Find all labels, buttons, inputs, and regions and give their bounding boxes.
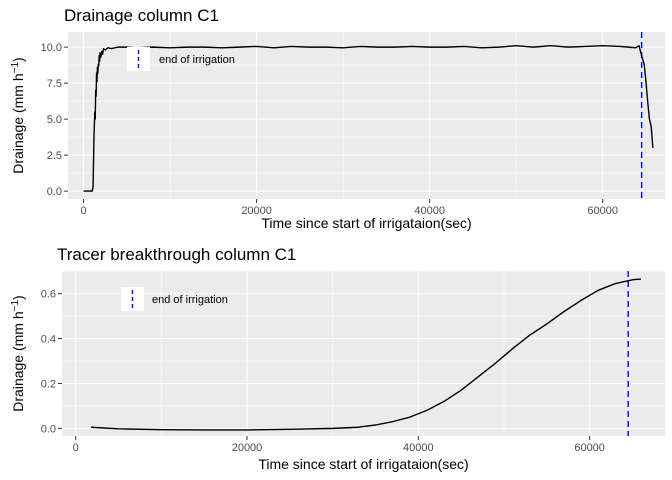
y-axis-title-main: Drainage (mm h — [10, 73, 26, 173]
y-axis-title-main: Drainage (mm h — [10, 311, 26, 411]
legend: end of irrigation — [127, 47, 235, 71]
chart-title: Tracer breakthrough column C1 — [57, 245, 296, 264]
x-tick-label: 20000 — [232, 442, 263, 454]
x-tick-label: 0 — [81, 205, 87, 217]
plot-panel — [62, 271, 665, 436]
x-axis-title: Time since start of irrigataion(sec) — [258, 456, 468, 472]
y-axis-title-sup: −1 — [10, 62, 21, 74]
x-tick-label: 60000 — [587, 205, 618, 217]
y-tick-label: 0.6 — [41, 289, 56, 301]
y-tick-label: 2.5 — [47, 150, 62, 162]
grid-lines — [62, 270, 665, 436]
series-layer — [91, 278, 642, 431]
y-axis-title: Drainage (mm h−1) — [10, 295, 26, 411]
y-tick-label: 0.2 — [41, 378, 56, 390]
chart-title: Drainage column C1 — [64, 6, 219, 25]
series-line — [91, 278, 642, 431]
y-tick-label: 0.0 — [41, 423, 56, 435]
x-tick-label: 0 — [73, 442, 79, 454]
chart-tracer-breakthrough: Tracer breakthrough column C1 0 20000 4000… — [10, 245, 665, 472]
axis-ticks: 0 20000 40000 60000 0.0 2.5 5.0 7.5 10.0 — [41, 42, 618, 217]
y-axis-title-close: ) — [10, 57, 26, 62]
series-layer — [83, 44, 654, 192]
y-tick-label: 7.5 — [47, 78, 62, 90]
y-axis-title: Drainage (mm h−1) — [10, 57, 26, 173]
x-tick-label: 60000 — [574, 442, 605, 454]
grid-lines — [68, 32, 665, 199]
legend-label: end of irrigation — [159, 54, 235, 66]
y-axis-title-sup: −1 — [10, 300, 21, 312]
x-axis-title: Time since start of irrigataion(sec) — [261, 215, 471, 231]
series-line — [83, 44, 654, 192]
legend: end of irrigation — [121, 287, 228, 311]
x-tick-label: 40000 — [414, 205, 445, 217]
legend-label: end of irrigation — [152, 294, 228, 306]
y-tick-label: 0.4 — [41, 334, 56, 346]
y-tick-label: 0.0 — [47, 186, 62, 198]
plot-panel — [68, 32, 665, 199]
chart-drainage: Drainage column C1 0 20000 40000 60000 0.0 2.… — [10, 6, 665, 231]
y-tick-label: 10.0 — [41, 42, 62, 54]
y-axis-title-close: ) — [10, 295, 26, 300]
axis-ticks: 0 20000 40000 60000 0.0 0.2 0.4 0.6 — [41, 289, 605, 454]
x-tick-label: 40000 — [403, 442, 434, 454]
x-tick-label: 20000 — [241, 205, 272, 217]
y-tick-label: 5.0 — [47, 114, 62, 126]
